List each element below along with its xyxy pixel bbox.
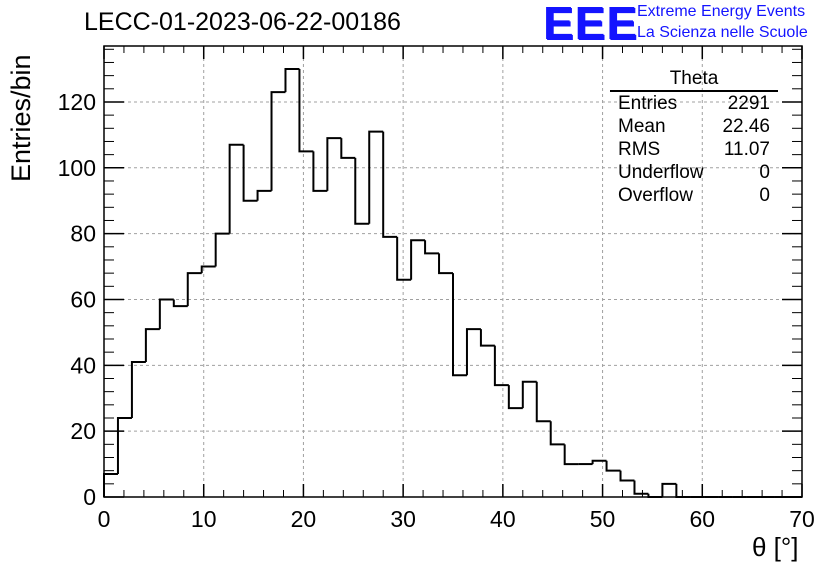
histogram-bin bbox=[158, 298, 174, 330]
histogram-bin bbox=[396, 236, 412, 281]
y-tick-label: 80 bbox=[70, 221, 96, 247]
stats-row: Mean 22.46 bbox=[610, 115, 778, 138]
histogram-bin bbox=[382, 131, 398, 238]
histogram-bin bbox=[298, 69, 314, 153]
y-tick-label: 100 bbox=[58, 155, 96, 181]
histogram-bin bbox=[479, 329, 495, 347]
stats-label: Mean bbox=[618, 116, 666, 137]
stats-value: 22.46 bbox=[722, 116, 770, 137]
x-tick-label: 20 bbox=[291, 506, 317, 532]
stats-value: 11.07 bbox=[723, 139, 770, 160]
histogram-bin bbox=[242, 144, 258, 202]
histogram-bin bbox=[465, 328, 481, 376]
stats-row: Underflow 0 bbox=[610, 161, 778, 184]
histogram-bin bbox=[410, 239, 426, 280]
stats-label: RMS bbox=[618, 139, 661, 160]
histogram-bin bbox=[340, 138, 356, 159]
histogram-bin bbox=[368, 130, 384, 224]
y-tick-label: 40 bbox=[70, 352, 96, 378]
histogram-bin bbox=[521, 380, 537, 409]
histogram-bin bbox=[507, 385, 523, 410]
histogram-bin bbox=[661, 482, 677, 497]
histogram-bin bbox=[270, 91, 286, 191]
axis-ticks bbox=[103, 46, 803, 498]
histogram-bin bbox=[438, 253, 453, 275]
histogram-bin bbox=[312, 151, 328, 192]
x-tick-label: 30 bbox=[390, 506, 416, 532]
y-tick-label: 0 bbox=[83, 484, 96, 510]
stats-value: 0 bbox=[759, 185, 770, 206]
stats-label: Entries bbox=[618, 93, 678, 114]
eee-logo: EEE bbox=[543, 0, 639, 49]
x-axis-label: θ [°] bbox=[752, 532, 799, 562]
stats-value: 2291 bbox=[727, 93, 770, 114]
x-tick-label: 60 bbox=[689, 506, 715, 532]
histogram-bin bbox=[619, 470, 635, 482]
histogram-bin bbox=[549, 421, 565, 446]
stats-label: Underflow bbox=[618, 162, 704, 183]
x-tick-label: 0 bbox=[98, 506, 111, 532]
stats-row: Entries 2291 bbox=[610, 92, 778, 115]
stats-box: Theta Entries 2291 Mean 22.46 RMS 11.07 … bbox=[610, 68, 778, 207]
histogram-bin bbox=[200, 265, 216, 274]
stats-label: Overflow bbox=[618, 185, 693, 206]
stats-row: RMS 11.07 bbox=[610, 138, 778, 161]
axis-tick-labels: 0 10 20 30 40 50 60 70 0 20 40 60 80 100 120 bbox=[58, 89, 815, 532]
histogram-bin bbox=[326, 137, 342, 191]
histogram-bin bbox=[591, 459, 607, 465]
stats-row: Overflow 0 bbox=[610, 184, 778, 207]
histogram-bin bbox=[675, 483, 691, 498]
histogram-bin bbox=[354, 157, 370, 225]
x-tick-label: 40 bbox=[490, 506, 516, 532]
y-tick-label: 120 bbox=[58, 89, 96, 115]
histogram-bin bbox=[144, 328, 160, 363]
histogram-bin bbox=[633, 480, 649, 495]
histogram-series bbox=[103, 68, 802, 498]
histogram-bin bbox=[563, 444, 579, 466]
x-tick-label: 50 bbox=[590, 506, 616, 532]
histogram-bin bbox=[452, 273, 467, 377]
histogram-bin bbox=[103, 472, 118, 497]
histogram-bin bbox=[214, 232, 230, 267]
y-tick-label: 20 bbox=[70, 418, 96, 444]
histogram-bin bbox=[172, 299, 188, 308]
histogram-bin bbox=[256, 189, 272, 201]
histogram-bin bbox=[116, 416, 132, 474]
histogram-bin bbox=[605, 460, 621, 472]
y-axis-label: Entries/bin bbox=[6, 54, 36, 182]
logo-subtitle-1: Extreme Energy Events bbox=[637, 3, 806, 20]
histogram-bin bbox=[535, 381, 551, 423]
page-title: LECC-01-2023-06-22-00186 bbox=[84, 8, 401, 36]
plot-frame bbox=[103, 45, 803, 498]
histogram-bin bbox=[130, 361, 146, 418]
stats-title: Theta bbox=[610, 68, 778, 92]
stats-value: 0 bbox=[759, 162, 770, 183]
histogram-bin bbox=[186, 272, 202, 307]
histogram-bin bbox=[493, 345, 509, 387]
y-tick-label: 60 bbox=[70, 286, 96, 312]
x-tick-label: 70 bbox=[789, 506, 815, 532]
histogram-bin bbox=[284, 68, 300, 93]
histogram-bin bbox=[228, 143, 244, 234]
logo-subtitle-2: La Scienza nelle Scuole bbox=[637, 24, 808, 41]
x-tick-label: 10 bbox=[191, 506, 217, 532]
histogram-bin bbox=[424, 240, 440, 255]
